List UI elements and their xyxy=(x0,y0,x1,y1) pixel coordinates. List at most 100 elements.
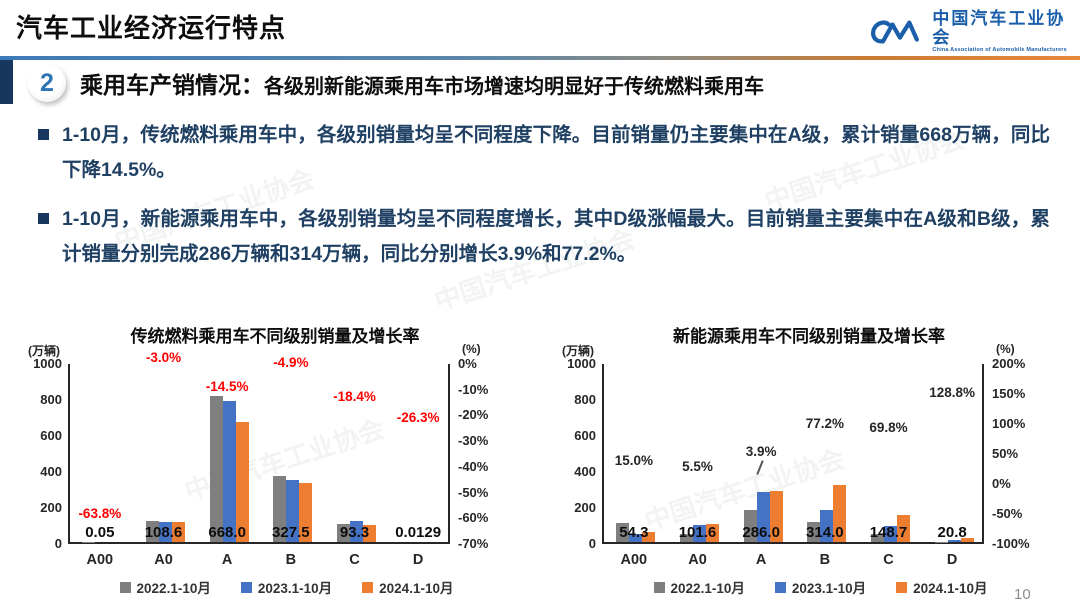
growth-rate-label: -63.8% xyxy=(78,506,122,522)
bar xyxy=(960,538,974,542)
y-axis-tick-secondary: -40% xyxy=(458,458,489,474)
x-axis-label: C xyxy=(883,552,894,568)
chart-legend: 2022.1-10月 2023.1-10月 2024.1-10月 xyxy=(24,577,549,597)
bar xyxy=(706,523,719,542)
y-axis-tick: 200 xyxy=(40,500,62,515)
list-item: 1-10月，传统燃料乘用车中，各级别销量均呈不同程度下降。目前销量仍主要集中在A… xyxy=(38,118,1050,188)
x-axis-label: A00 xyxy=(620,552,648,568)
cm-logo-icon xyxy=(871,20,919,44)
chart-traditional-fuel: 传统燃料乘用车不同级别销量及增长率 (万辆) (%) 1000 800 600 400 200… xyxy=(24,320,549,605)
legend-item: 2024.1-10月 xyxy=(362,577,453,597)
bar xyxy=(820,510,834,542)
section-heading-main: 乘用车产销情况： xyxy=(80,72,264,98)
axis-unit-left: (万辆) xyxy=(28,344,60,358)
bar xyxy=(756,492,770,542)
bar xyxy=(286,480,300,542)
bar xyxy=(209,396,223,542)
legend-item: 2023.1-10月 xyxy=(240,577,333,597)
y-axis-tick-secondary: -50% xyxy=(458,484,489,500)
bar xyxy=(947,540,961,542)
y-axis-tick-secondary: -100% xyxy=(992,536,1030,551)
legend-swatch xyxy=(653,581,665,593)
axis-unit-left: (万辆) xyxy=(562,344,594,358)
y-axis-tick-secondary: -20% xyxy=(458,407,489,423)
legend-label: 2024.1-10月 xyxy=(379,581,454,596)
y-axis-tick: 200 xyxy=(574,500,596,515)
growth-rate-label: 77.2% xyxy=(805,415,844,431)
y-axis-tick-secondary: 150% xyxy=(992,386,1026,401)
axis-unit-right: (%) xyxy=(996,342,1015,356)
growth-rate-label: -4.9% xyxy=(273,354,309,370)
value-label: 314.0 xyxy=(806,524,844,541)
chart-legend: 2022.1-10月 2023.1-10月 2024.1-10月 xyxy=(558,577,1080,597)
legend-label: 2023.1-10月 xyxy=(257,581,333,596)
plot-area xyxy=(602,364,984,544)
x-axis-label: A0 xyxy=(688,552,707,568)
legend-item: 2024.1-10月 xyxy=(896,577,987,597)
x-axis-label: A0 xyxy=(154,552,173,568)
value-label: 0.0129 xyxy=(395,524,442,541)
growth-rate-label: -14.5% xyxy=(205,379,249,395)
legend-swatch xyxy=(119,581,131,593)
x-axis-label: B xyxy=(819,552,831,568)
x-axis-label: A00 xyxy=(86,552,114,568)
bullet-square-icon xyxy=(38,213,49,225)
y-axis-tick-secondary: -70% xyxy=(458,536,489,551)
bar xyxy=(884,526,897,542)
bullet-list: 1-10月，传统燃料乘用车中，各级别销量均呈不同程度下降。目前销量仍主要集中在A… xyxy=(38,118,1050,286)
chart-title: 新能源乘用车不同级别销量及增长率 xyxy=(673,327,945,346)
y-axis-tick-secondary: 50% xyxy=(992,446,1019,461)
x-axis-label: C xyxy=(349,552,360,568)
y-axis-tick: 1000 xyxy=(33,356,62,371)
x-axis-label: B xyxy=(285,552,297,568)
bar xyxy=(743,509,757,542)
logo-org-name: 中国汽车工业协会 xyxy=(932,9,1066,47)
value-label: 286.0 xyxy=(742,524,780,541)
page-title: 汽车工业经济运行特点 xyxy=(16,13,287,43)
bullet-text: 1-10月，传统燃料乘用车中，各级别销量均呈不同程度下降。目前销量仍主要集中在A… xyxy=(62,124,1050,182)
y-axis-tick-secondary: -10% xyxy=(458,381,489,397)
growth-rate-label: 15.0% xyxy=(614,453,653,468)
bar xyxy=(159,521,172,542)
left-accent-bar xyxy=(0,60,13,104)
y-axis-tick-secondary: 0% xyxy=(992,476,1011,491)
legend-swatch xyxy=(362,581,374,593)
bar xyxy=(172,522,185,542)
y-axis-tick-secondary: -60% xyxy=(458,510,489,526)
y-axis-tick: 0 xyxy=(54,536,62,551)
legend-label: 2022.1-10月 xyxy=(670,581,745,596)
section-heading: 2 乘用车产销情况： 各级别新能源乘用车市场增速均明显好于传统燃料乘用车 xyxy=(28,64,764,102)
logo-org-name-en: China Association of Automobile Manufact… xyxy=(932,47,1067,54)
legend-label: 2022.1-10月 xyxy=(136,581,211,596)
chart-title: 传统燃料乘用车不同级别销量及增长率 xyxy=(130,327,420,346)
section-heading-sub: 各级别新能源乘用车市场增速均明显好于传统燃料乘用车 xyxy=(264,76,764,98)
y-axis-tick-secondary: 0% xyxy=(458,356,477,371)
y-axis-tick: 1000 xyxy=(567,356,596,371)
y-axis-tick: 800 xyxy=(40,392,62,407)
legend-item: 2022.1-10月 xyxy=(653,577,745,597)
page-number: 10 xyxy=(1014,586,1031,603)
bullet-text: 1-10月，新能源乘用车中，各级别销量均呈不同程度增长，其中D级涨幅最大。目前销… xyxy=(62,208,1050,266)
value-label: 20.8 xyxy=(937,524,967,541)
legend-swatch xyxy=(774,581,786,593)
value-label: 54.3 xyxy=(619,524,649,541)
legend-item: 2022.1-10月 xyxy=(119,577,211,597)
value-label: 148.7 xyxy=(869,524,908,541)
organization-logo: 中国汽车工业协会 China Association of Automobile… xyxy=(868,9,1080,54)
y-axis-tick: 400 xyxy=(40,464,62,479)
value-label: 668.0 xyxy=(208,524,246,541)
bullet-square-icon xyxy=(38,129,49,140)
bar xyxy=(642,532,656,542)
y-axis-tick-secondary: -50% xyxy=(992,506,1023,521)
bar xyxy=(693,524,706,542)
x-axis-label: D xyxy=(946,552,958,568)
y-axis-tick-secondary: 100% xyxy=(992,416,1026,431)
legend-item: 2023.1-10月 xyxy=(774,577,867,597)
legend-label: 2023.1-10月 xyxy=(791,581,867,596)
value-label: 327.5 xyxy=(272,524,310,541)
legend-swatch xyxy=(240,581,252,593)
list-item: 1-10月，新能源乘用车中，各级别销量均呈不同程度增长，其中D级涨幅最大。目前销… xyxy=(38,202,1050,272)
bar xyxy=(363,525,376,542)
bar xyxy=(146,520,159,542)
bar xyxy=(769,490,783,542)
